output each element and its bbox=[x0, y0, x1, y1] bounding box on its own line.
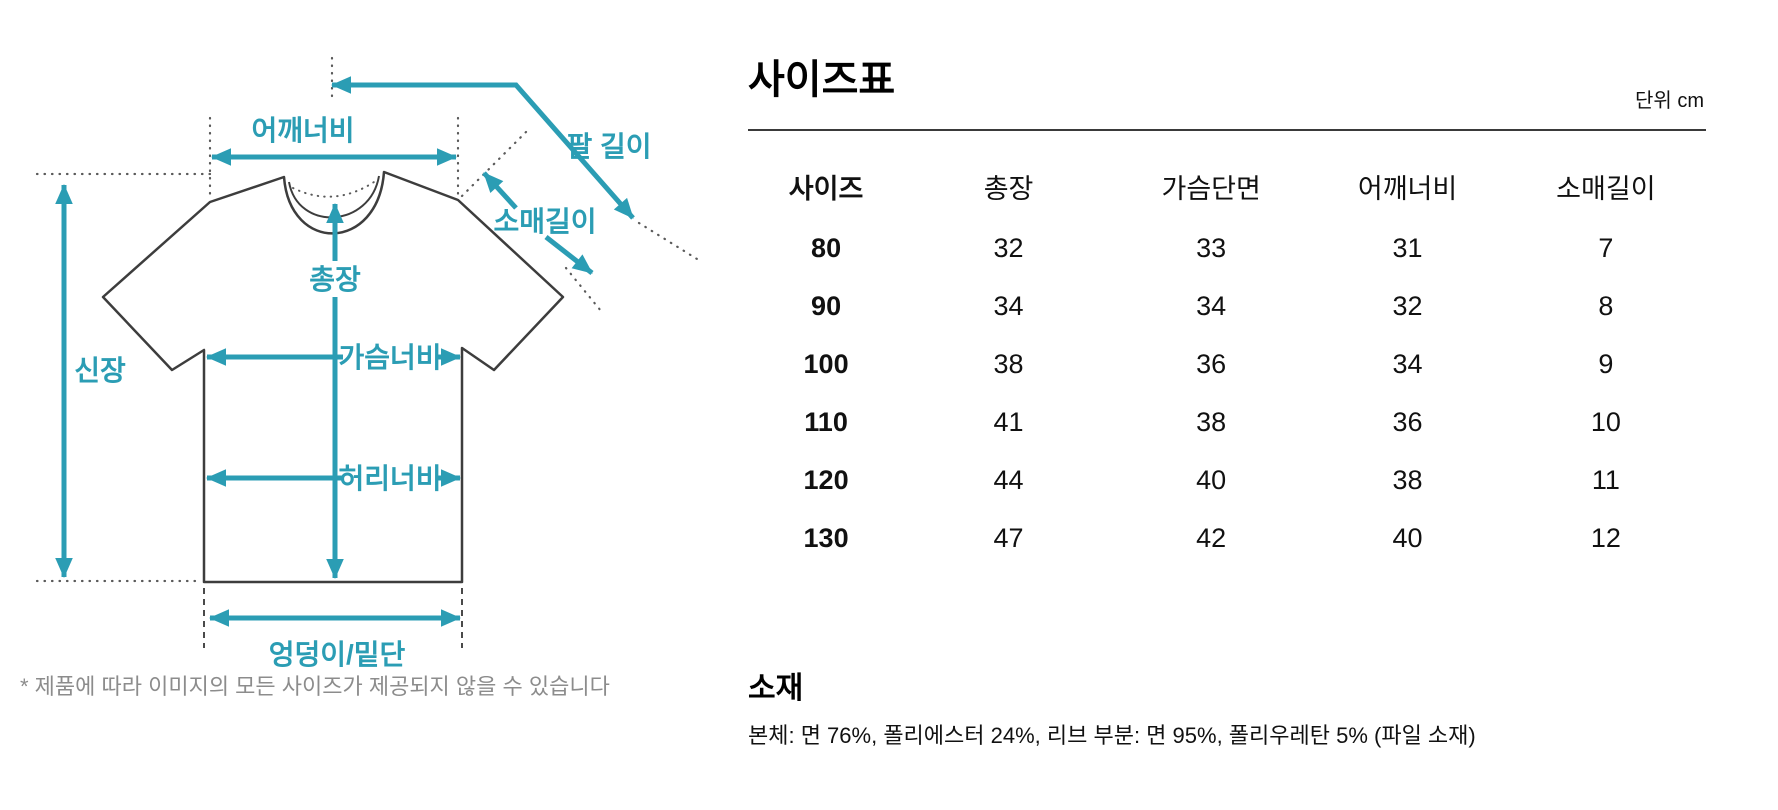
diagram-label-waist-width: 허리너비 bbox=[338, 463, 441, 494]
column-header-2: 가슴단면 bbox=[1161, 173, 1261, 204]
diagram-label-chest-width: 가슴너비 bbox=[338, 342, 441, 373]
measurement-cell: 38 bbox=[993, 348, 1024, 379]
size-table-title: 사이즈표 bbox=[748, 58, 896, 102]
label-plates bbox=[308, 261, 437, 494]
size-table-header-row: 사이즈 총장 가슴단면 어깨너비 소매길이 bbox=[748, 153, 1706, 219]
size-cell: 100 bbox=[803, 348, 849, 379]
measurement-cell: 34 bbox=[1196, 290, 1227, 321]
measurement-cell: 38 bbox=[1196, 406, 1227, 437]
measurement-cell: 40 bbox=[1392, 522, 1423, 553]
diagram-label-height: 신장 bbox=[74, 355, 126, 386]
size-table: 사이즈 총장 가슴단면 어깨너비 소매길이 80 32 33 31 7 90 34 34 32 8 100 3… bbox=[748, 153, 1706, 567]
column-header-4: 소매길이 bbox=[1556, 173, 1656, 204]
measurement-cell: 42 bbox=[1196, 522, 1227, 553]
diagram-label-shoulder-width: 어깨너비 bbox=[251, 115, 354, 146]
materials-title: 소재 bbox=[748, 672, 804, 705]
measurement-cell: 47 bbox=[993, 522, 1024, 553]
size-cell: 80 bbox=[811, 232, 842, 263]
table-row: 100 38 36 34 9 bbox=[748, 335, 1706, 393]
size-cell: 90 bbox=[811, 290, 842, 321]
measurement-cell: 41 bbox=[993, 406, 1024, 437]
size-table-panel: 사이즈표 단위 cm 사이즈 총장 가슴단면 어깨너비 소매길이 80 32 33 31 7 90… bbox=[748, 0, 1706, 810]
diagram-label-hip-hem: 엉덩이/밑단 bbox=[269, 639, 406, 670]
diagram-label-total-length: 총장 bbox=[309, 264, 361, 295]
measurement-cell: 31 bbox=[1392, 232, 1423, 263]
sleeve-length-arrow-upper bbox=[482, 171, 518, 210]
measurement-cell: 38 bbox=[1392, 464, 1423, 495]
measurement-cell: 9 bbox=[1598, 348, 1614, 379]
diagram-label-sleeve-length: 소매길이 bbox=[493, 206, 596, 237]
size-cell: 120 bbox=[803, 464, 849, 495]
table-row: 120 44 40 38 11 bbox=[748, 451, 1706, 509]
measurement-cell: 44 bbox=[993, 464, 1024, 495]
column-header-0: 사이즈 bbox=[788, 173, 864, 204]
measurement-cell: 34 bbox=[1392, 348, 1423, 379]
column-header-1: 총장 bbox=[983, 173, 1034, 204]
size-cell: 130 bbox=[803, 522, 849, 553]
collar-stitch-dotted-line bbox=[292, 181, 375, 198]
measurement-cell: 34 bbox=[993, 290, 1024, 321]
column-header-3: 어깨너비 bbox=[1357, 173, 1458, 204]
measurement-cell: 32 bbox=[1392, 290, 1423, 321]
measurement-cell: 10 bbox=[1590, 406, 1621, 437]
table-row: 110 41 38 36 10 bbox=[748, 393, 1706, 451]
measurement-cell: 36 bbox=[1392, 406, 1423, 437]
measurement-cell: 32 bbox=[993, 232, 1024, 263]
size-availability-footnote: * 제품에 따라 이미지의 모든 사이즈가 제공되지 않을 수 있습니다 bbox=[20, 674, 610, 699]
table-row: 130 47 42 40 12 bbox=[748, 509, 1706, 567]
measurement-cell: 12 bbox=[1590, 522, 1621, 553]
size-cell: 110 bbox=[804, 406, 848, 437]
table-row: 90 34 34 32 8 bbox=[748, 277, 1706, 335]
materials-description: 본체: 면 76%, 폴리에스터 24%, 리브 부분: 면 95%, 폴리우레… bbox=[748, 723, 1476, 748]
measurement-cell: 36 bbox=[1196, 348, 1227, 379]
measurement-cell: 33 bbox=[1196, 232, 1227, 263]
arm-length-arrow bbox=[331, 76, 635, 220]
diagram-label-arm-length: 팔 길이 bbox=[566, 131, 651, 162]
measurement-cell: 8 bbox=[1598, 290, 1614, 321]
hem-dashed-guides bbox=[203, 588, 463, 648]
measurement-cell: 7 bbox=[1598, 232, 1614, 263]
tshirt-measurement-diagram: 어깨너비 팔 길이 소매길이 총장 가슴너비 신장 허리너비 엉덩이/밑단 bbox=[35, 56, 699, 670]
table-row: 80 32 33 31 7 bbox=[748, 219, 1706, 277]
measurement-cell: 11 bbox=[1591, 464, 1620, 495]
sleeve-length-arrow-lower bbox=[544, 235, 594, 275]
size-table-body: 80 32 33 31 7 90 34 34 32 8 100 38 36 34 9 110 41 38 36 10 1… bbox=[748, 219, 1706, 567]
unit-label: 단위 cm bbox=[1634, 90, 1704, 112]
title-divider bbox=[748, 129, 1706, 131]
measurement-cell: 40 bbox=[1196, 464, 1227, 495]
